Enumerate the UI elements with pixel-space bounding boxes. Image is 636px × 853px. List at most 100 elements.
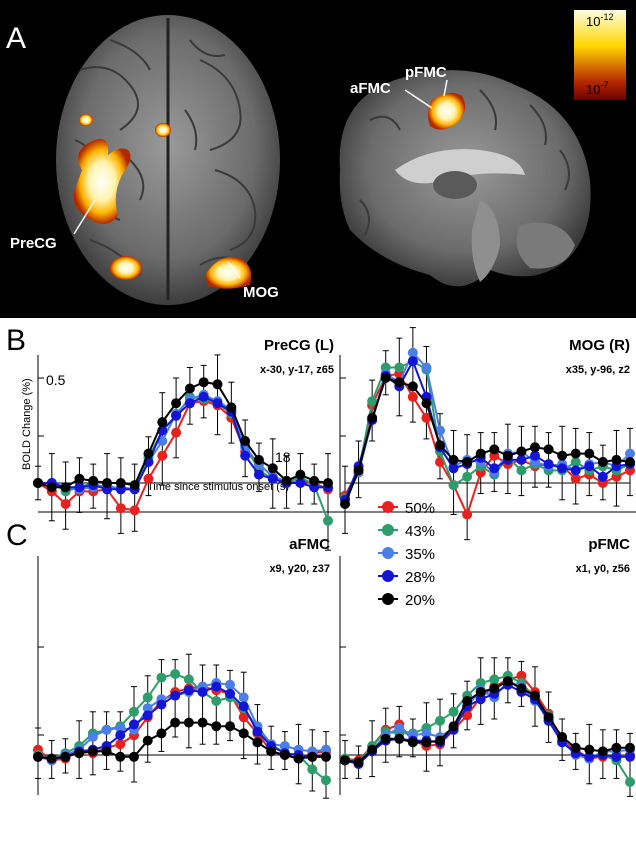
data-point-mog-20-1 [353,465,364,476]
data-point-afmc-20-11 [183,717,194,728]
legend-label-43: 43% [405,523,435,540]
data-point-precg-20-5 [102,478,113,488]
sagittal-brain [339,70,591,287]
data-point-afmc-43-7 [129,706,139,717]
data-point-precg-20-13 [212,379,223,390]
data-point-afmc-20-19 [293,753,304,764]
data-point-mog-20-10 [475,448,486,459]
data-point-mog-20-16 [557,450,568,461]
data-point-afmc-28-15 [238,701,249,712]
legend: 50% 43% 35% 28% 20% [378,500,435,609]
plot-layer [33,327,635,799]
data-point-mog-20-9 [462,457,473,467]
data-point-afmc-35-8 [142,703,153,714]
data-point-pfmc-20-11 [489,683,500,694]
data-point-afmc-35-4 [87,732,98,742]
data-point-precg-20-3 [74,473,85,484]
data-point-precg-20-10 [171,398,182,409]
chart-subtitle-pfmc: x1, y0, z56 [576,563,630,575]
data-point-afmc-20-16 [252,737,263,748]
data-point-mog-43-8 [448,480,459,491]
data-point-pfmc-20-0 [340,755,350,766]
data-point-mog-28-11 [489,463,500,474]
data-point-mog-20-20 [611,454,622,465]
data-point-mog-43-4 [394,362,405,373]
data-point-mog-50-9 [462,509,473,520]
data-point-afmc-28-13 [211,681,222,692]
series-line-precg-20 [37,381,329,489]
data-point-precg-20-14 [226,402,237,413]
data-point-precg-28-10 [171,410,182,421]
data-point-precg-20-21 [323,478,333,488]
data-point-pfmc-20-1 [353,757,364,768]
data-point-pfmc-20-10 [475,687,486,697]
data-point-afmc-28-7 [129,719,139,730]
data-point-mog-20-6 [421,398,432,409]
data-point-pfmc-20-20 [611,742,622,753]
data-point-afmc-20-14 [225,721,235,732]
data-point-mog-20-8 [448,454,459,465]
label-pfmc: pFMC [405,64,447,81]
panel-b-letter: B [6,324,26,357]
chart-title-precg: PreCG (L) [264,337,334,354]
series-line-precg-28 [38,395,328,491]
legend-item-35: 35% [378,546,435,563]
data-point-mog-20-15 [543,444,554,455]
data-point-mog-20-5 [407,381,418,392]
data-point-mog-20-12 [502,450,513,461]
data-point-afmc-35-18 [279,741,290,751]
data-point-afmc-20-5 [101,746,112,757]
data-point-precg-28-16 [253,469,264,480]
data-point-pfmc-20-12 [502,676,513,687]
series-line-pfmc-20 [344,680,630,764]
data-point-pfmc-28-18 [584,751,595,762]
data-point-afmc-20-2 [60,751,71,762]
data-point-mog-28-5 [407,356,418,367]
axial-activations [73,114,252,289]
data-point-mog-20-18 [584,448,595,459]
data-point-precg-20-17 [267,463,278,474]
chart-title-pfmc: pFMC [588,536,630,553]
data-point-pfmc-20-16 [557,732,568,742]
legend-label-20: 20% [405,592,435,609]
data-point-afmc-20-7 [129,751,139,762]
colorbar-bottom-label: 10-7 [586,80,608,97]
legend-item-43: 43% [378,523,435,540]
data-point-afmc-43-9 [156,672,167,683]
data-point-mog-20-14 [530,442,540,453]
data-point-precg-20-15 [240,436,251,446]
data-point-precg-28-11 [184,398,195,409]
data-point-precg-28-17 [267,473,278,484]
data-point-precg-50-9 [157,450,168,461]
panel-a-letter: A [6,22,26,55]
series-line-precg-35 [38,393,328,491]
chart-subtitle-precg: x-30, y-17, z65 [260,364,334,376]
data-point-pfmc-20-13 [516,683,527,694]
data-point-afmc-43-10 [170,669,181,679]
series-line-mog-35 [344,351,631,501]
data-point-pfmc-20-15 [543,712,554,723]
data-point-afmc-20-6 [115,751,126,762]
data-point-mog-35-5 [407,347,418,358]
chart-subtitle-afmc: x9, y20, z37 [269,563,330,575]
chart-subtitle-mog: x35, y-96, z2 [566,364,630,376]
data-point-mog-20-13 [516,446,527,457]
data-point-pfmc-20-5 [407,737,418,748]
data-point-afmc-28-9 [156,699,167,710]
data-point-afmc-20-17 [266,746,277,757]
data-point-afmc-35-5 [101,724,112,735]
series-line-pfmc-35 [344,680,631,766]
data-point-afmc-20-12 [197,717,208,728]
data-point-precg-50-2 [60,499,71,509]
data-point-precg-20-6 [115,478,126,488]
data-point-pfmc-20-2 [367,744,378,755]
data-point-pfmc-43-21 [625,777,635,787]
data-point-pfmc-35-6 [421,728,432,739]
y-axis-label: BOLD Change (%) [21,378,33,470]
legend-item-50: 50% [378,500,435,517]
data-point-mog-28-17 [570,465,581,476]
data-point-precg-50-10 [171,427,182,438]
data-point-afmc-43-21 [321,775,331,786]
data-point-mog-28-8 [448,463,459,474]
